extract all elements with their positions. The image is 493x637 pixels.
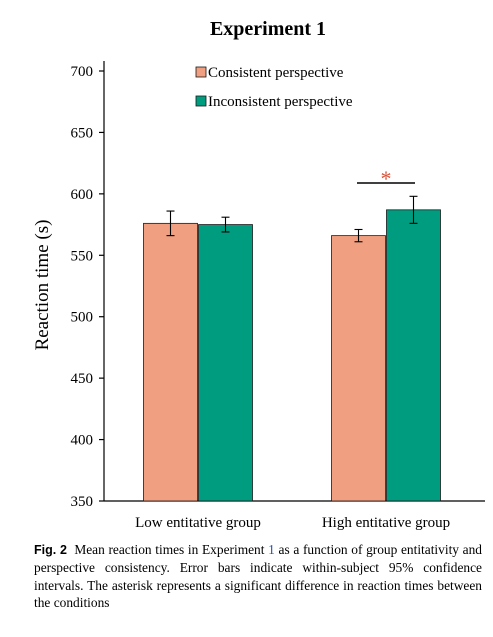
bar bbox=[198, 224, 253, 502]
caption-text-after: as a function of group entitativity and … bbox=[34, 542, 482, 611]
bar-chart: Experiment 1 Reaction time (s) 350 400 450… bbox=[32, 18, 485, 531]
x-tick-label: Low entitative group bbox=[135, 515, 261, 531]
figure-caption: Fig. 2 Mean reaction times in Experiment… bbox=[34, 541, 482, 612]
y-tick-label: 700 bbox=[71, 64, 94, 80]
legend-swatch bbox=[195, 95, 207, 107]
significance-asterisk: * bbox=[381, 166, 392, 191]
legend-entry: Consistent perspective bbox=[208, 65, 344, 81]
y-tick-label: 400 bbox=[71, 433, 94, 449]
bar bbox=[386, 209, 441, 502]
chart-title: Experiment 1 bbox=[210, 18, 326, 40]
bar bbox=[143, 222, 198, 502]
caption-ref-link[interactable]: 1 bbox=[268, 542, 275, 557]
axes: 350 400 450 500 550 600 650 700 Low entitative g… bbox=[71, 61, 485, 531]
bars bbox=[143, 195, 441, 502]
y-axis-label: Reaction time (s) bbox=[32, 220, 53, 351]
y-tick-label: 500 bbox=[71, 310, 94, 326]
significance-annotation: * bbox=[357, 166, 415, 191]
legend: Consistent perspective Inconsistent persp… bbox=[195, 65, 353, 110]
legend-entry: Inconsistent perspective bbox=[208, 94, 353, 110]
caption-text-before: Mean reaction times in Experiment bbox=[74, 542, 265, 557]
y-tick-label: 350 bbox=[71, 494, 94, 510]
caption-label: Fig. 2 bbox=[34, 543, 67, 557]
y-tick-label: 600 bbox=[71, 187, 94, 203]
y-tick-label: 450 bbox=[71, 371, 94, 387]
legend-swatch bbox=[195, 66, 207, 78]
bar bbox=[331, 235, 386, 502]
x-tick-label: High entitative group bbox=[322, 515, 450, 531]
y-tick-label: 550 bbox=[71, 248, 94, 264]
y-tick-label: 650 bbox=[71, 125, 94, 141]
